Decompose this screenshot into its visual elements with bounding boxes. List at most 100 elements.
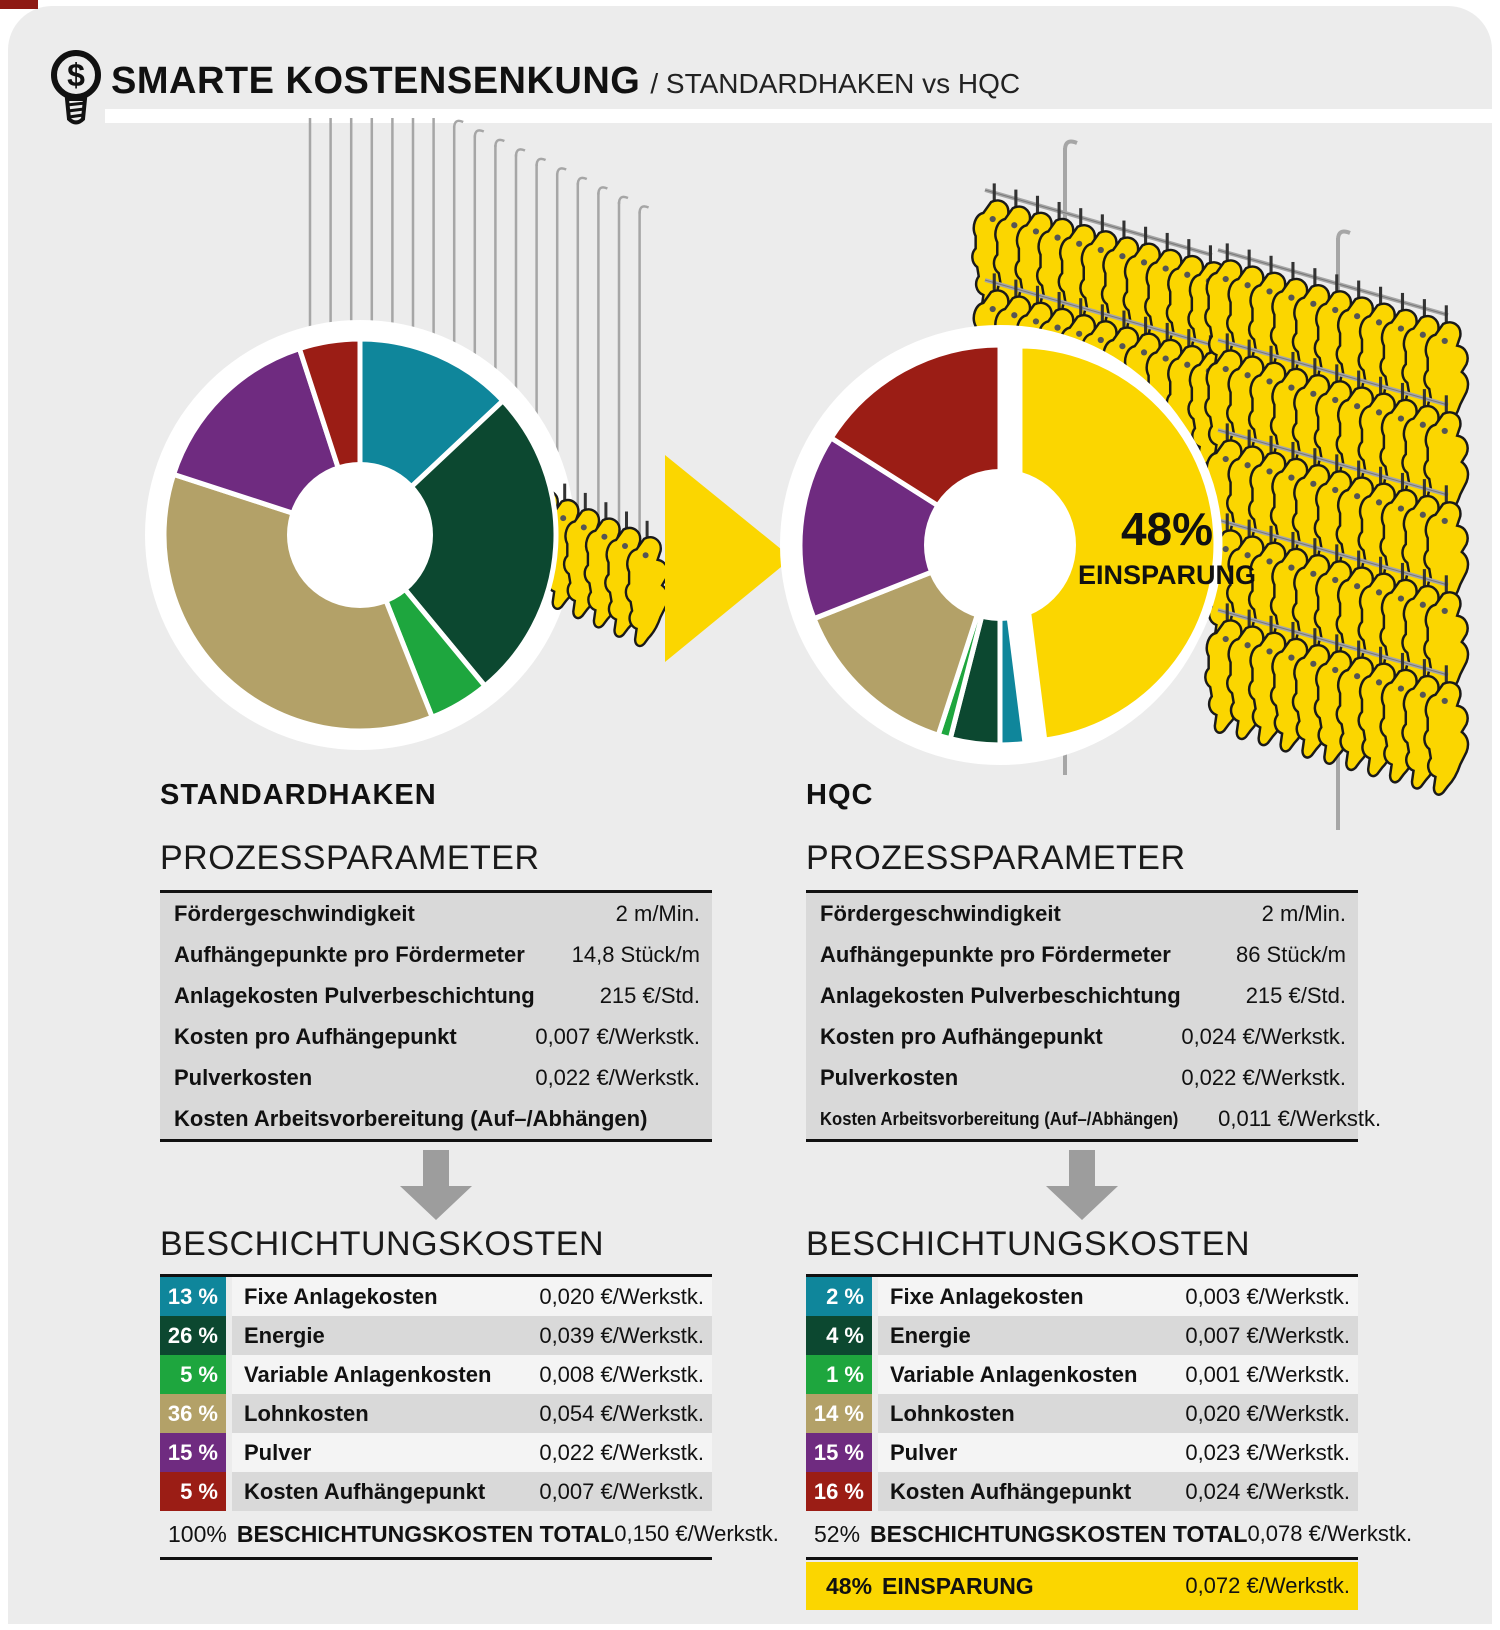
cost-percent: 5 %: [180, 1361, 218, 1387]
cost-label: Energie: [890, 1322, 971, 1348]
total-row-left: 100% BESCHICHTUNGSKOSTEN TOTAL 0,150 €/W…: [160, 1511, 779, 1560]
standardhaken-column: STANDARDHAKEN PROZESSPARAMETER Förderges…: [160, 778, 779, 1560]
savings-percent: 48%: [826, 1572, 873, 1599]
color-swatch: 1 %: [806, 1355, 872, 1394]
hqc-column: HQC PROZESSPARAMETER Fördergeschwindigke…: [806, 778, 1412, 1610]
title-underline-bar: [105, 109, 1492, 123]
cost-value: 0,020 €/Werkstk.: [1185, 1400, 1350, 1426]
column-title-hqc: HQC: [806, 779, 874, 811]
total-value: 0,078 €/Werkstk.: [1247, 1521, 1413, 1546]
cost-row: 14 % Lohnkosten 0,020 €/Werkstk.: [806, 1394, 1358, 1433]
cost-value: 0,023 €/Werkstk.: [1185, 1439, 1350, 1465]
cost-row: 36 % Lohnkosten 0,054 €/Werkstk.: [160, 1394, 712, 1433]
process-value: 0,022 €/Werkstk.: [1181, 1064, 1346, 1090]
cost-percent: 13 %: [167, 1283, 218, 1309]
process-row: Fördergeschwindigkeit 2 m/Min.: [806, 893, 1358, 934]
cost-label: Energie: [244, 1322, 325, 1348]
cost-value: 0,039 €/Werkstk.: [539, 1322, 704, 1348]
cost-row: 16 % Kosten Aufhängepunkt 0,024 €/Werkstk.: [806, 1472, 1358, 1511]
cost-percent: 2 %: [826, 1283, 864, 1309]
cost-value: 0,024 €/Werkstk.: [1185, 1478, 1350, 1504]
color-swatch: 26 %: [160, 1316, 226, 1355]
cost-value: 0,054 €/Werkstk.: [539, 1400, 704, 1426]
savings-row: 48% EINSPARUNG 0,072 €/Werkstk.: [806, 1562, 1358, 1610]
cost-label: Kosten Aufhängepunkt: [890, 1478, 1132, 1504]
total-label: BESCHICHTUNGSKOSTEN TOTAL: [236, 1520, 615, 1547]
process-value: 86 Stück/m: [1235, 941, 1346, 967]
process-row: Kosten Arbeitsvorbereitung (Auf–/Abhänge…: [160, 1098, 712, 1139]
red-accent-strip: [0, 0, 38, 9]
cost-value: 0,008 €/Werkstk.: [539, 1361, 704, 1387]
savings-label: EINSPARUNG: [882, 1572, 1034, 1599]
color-swatch: 4 %: [806, 1316, 872, 1355]
total-value: 0,150 €/Werkstk.: [614, 1521, 779, 1546]
color-swatch: 15 %: [160, 1433, 226, 1472]
cost-label: Pulver: [244, 1439, 312, 1465]
process-value: 0,024 €/Werkstk.: [1181, 1023, 1346, 1049]
cost-percent: 4 %: [826, 1322, 864, 1348]
process-row: Anlagekosten Pulverbeschichtung 215 €/Std…: [160, 975, 712, 1016]
color-swatch: 2 %: [806, 1277, 872, 1316]
total-percent: 52%: [814, 1520, 861, 1547]
process-row: Aufhängepunkte pro Fördermeter 86 Stück/m: [806, 934, 1358, 975]
process-row: Pulverkosten 0,022 €/Werkstk.: [806, 1057, 1358, 1098]
process-row: Kosten Arbeitsvorbereitung (Auf–/Abhänge…: [806, 1098, 1381, 1139]
process-value: 14,8 Stück/m: [571, 941, 700, 967]
cost-percent: 1 %: [826, 1361, 864, 1387]
cost-label: Fixe Anlagekosten: [890, 1283, 1084, 1309]
cost-percent: 26 %: [167, 1322, 218, 1348]
color-swatch: 13 %: [160, 1277, 226, 1316]
cost-value: 0,003 €/Werkstk.: [1185, 1283, 1350, 1309]
cost-row: 26 % Energie 0,039 €/Werkstk.: [160, 1316, 712, 1355]
process-parameters-title-right: PROZESSPARAMETER: [806, 839, 1186, 877]
cost-value: 0,022 €/Werkstk.: [539, 1439, 704, 1465]
cost-label: Lohnkosten: [890, 1400, 1015, 1426]
process-label: Kosten Arbeitsvorbereitung (Auf–/Abhänge…: [820, 1107, 1179, 1129]
color-swatch: 16 %: [806, 1472, 872, 1511]
process-parameters-table-right: Fördergeschwindigkeit 2 m/Min. Aufhängepun…: [806, 890, 1381, 1142]
cost-percent: 15 %: [813, 1439, 864, 1465]
process-value: 0,022 €/Werkstk.: [535, 1064, 700, 1090]
total-row-right: 52% BESCHICHTUNGSKOSTEN TOTAL 0,078 €/We…: [806, 1511, 1412, 1560]
cost-value: 0,020 €/Werkstk.: [539, 1283, 704, 1309]
cost-label: Pulver: [890, 1439, 958, 1465]
cost-label: Fixe Anlagekosten: [244, 1283, 438, 1309]
total-percent: 100%: [168, 1520, 227, 1547]
column-title-standardhaken: STANDARDHAKEN: [160, 779, 437, 811]
color-swatch: 15 %: [806, 1433, 872, 1472]
process-row: Anlagekosten Pulverbeschichtung 215 €/Std…: [806, 975, 1358, 1016]
down-arrow-icon: [400, 1150, 472, 1220]
cost-row: 15 % Pulver 0,023 €/Werkstk.: [806, 1433, 1358, 1472]
cost-label: Variable Anlagenkosten: [890, 1361, 1138, 1387]
cost-value: 0,007 €/Werkstk.: [539, 1478, 704, 1504]
page-title: SMARTE KOSTENSENKUNG: [111, 60, 641, 102]
process-label: Kosten pro Aufhängepunkt: [820, 1023, 1103, 1049]
cost-row: 2 % Fixe Anlagekosten 0,003 €/Werkstk.: [806, 1277, 1358, 1316]
page-subtitle: / STANDARDHAKEN vs HQC: [650, 68, 1021, 99]
color-swatch: 36 %: [160, 1394, 226, 1433]
process-row: Pulverkosten 0,022 €/Werkstk.: [160, 1057, 712, 1098]
process-label: Aufhängepunkte pro Fördermeter: [174, 941, 525, 967]
color-swatch: 5 %: [160, 1355, 226, 1394]
cost-row: 5 % Kosten Aufhängepunkt 0,007 €/Werkstk.: [160, 1472, 712, 1511]
savings-value: 0,072 €/Werkstk.: [1185, 1573, 1350, 1598]
process-label: Kosten Arbeitsvorbereitung (Auf–/Abhänge…: [174, 1105, 648, 1131]
coating-costs-title-left: BESCHICHTUNGSKOSTEN: [160, 1225, 604, 1263]
coating-costs-title-right: BESCHICHTUNGSKOSTEN: [806, 1225, 1250, 1263]
svg-text:$: $: [67, 57, 85, 93]
cost-row: 5 % Variable Anlagenkosten 0,008 €/Werkstk…: [160, 1355, 712, 1394]
process-label: Aufhängepunkte pro Fördermeter: [820, 941, 1171, 967]
process-row: Fördergeschwindigkeit 2 m/Min.: [160, 893, 712, 934]
cost-percent: 16 %: [813, 1478, 864, 1504]
process-value: 215 €/Std.: [599, 982, 700, 1008]
cost-label: Kosten Aufhängepunkt: [244, 1478, 486, 1504]
cost-row: 13 % Fixe Anlagekosten 0,020 €/Werkstk.: [160, 1277, 712, 1316]
process-row: Kosten pro Aufhängepunkt 0,007 €/Werkstk.: [160, 1016, 712, 1057]
cost-percent: 15 %: [167, 1439, 218, 1465]
cost-row: 15 % Pulver 0,022 €/Werkstk.: [160, 1433, 712, 1472]
process-label: Fördergeschwindigkeit: [820, 900, 1061, 926]
cost-row: 1 % Variable Anlagenkosten 0,001 €/Werkstk…: [806, 1355, 1358, 1394]
cost-row: 4 % Energie 0,007 €/Werkstk.: [806, 1316, 1358, 1355]
cost-percent: 14 %: [813, 1400, 864, 1426]
